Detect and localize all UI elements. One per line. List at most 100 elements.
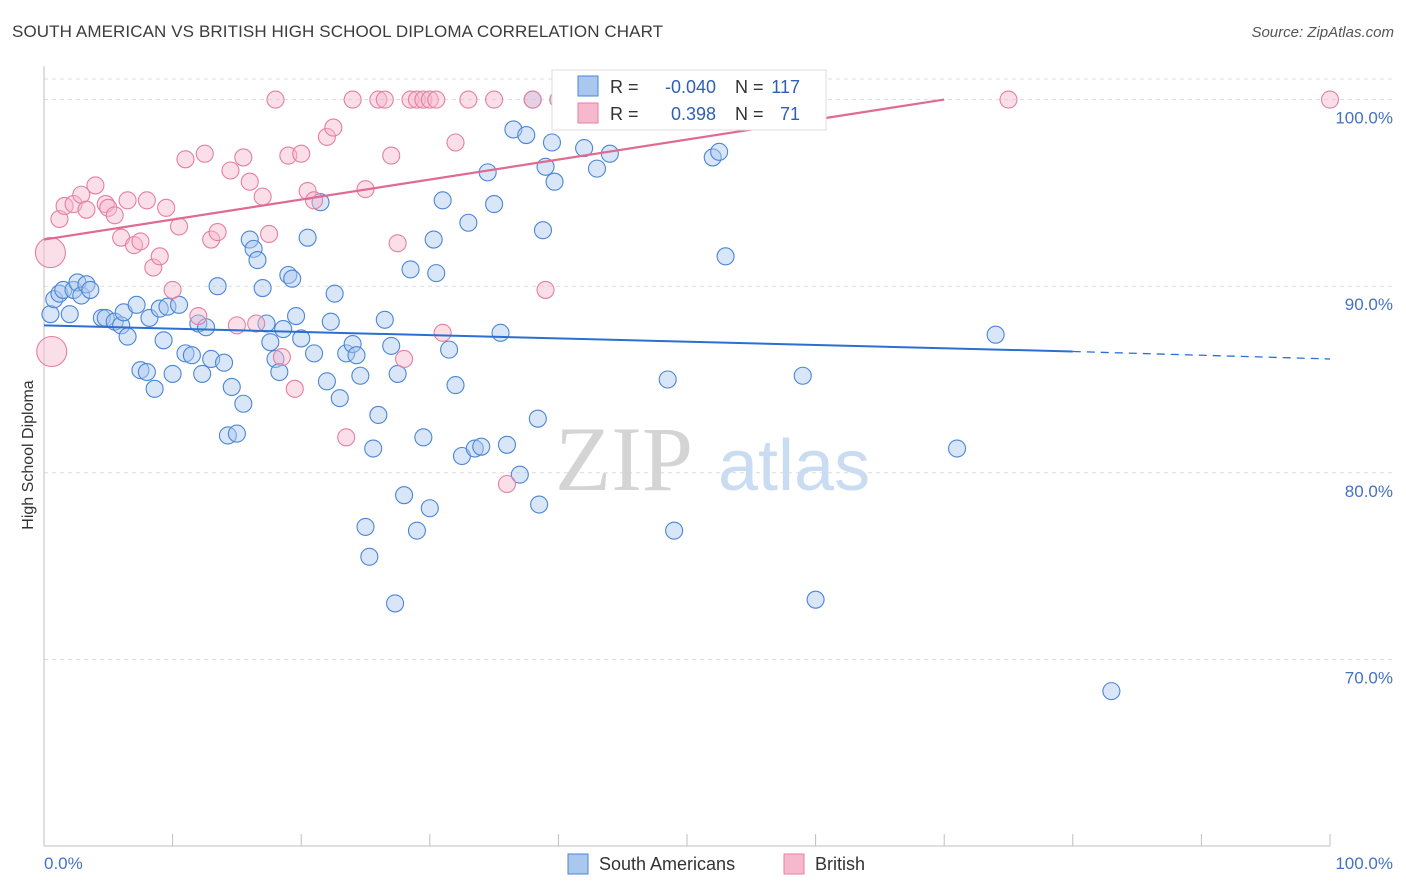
british-point: [240, 172, 259, 191]
british-point: [523, 90, 542, 109]
south-american-point: [218, 426, 237, 445]
south-american-point: [287, 306, 306, 326]
south-american-point: [424, 230, 443, 249]
south-american-point: [545, 172, 564, 191]
south-american-point: [407, 521, 426, 540]
british-point: [536, 280, 555, 299]
south-american-point: [163, 364, 182, 383]
south-american-point: [388, 364, 407, 383]
legend-r-label: R =: [610, 77, 639, 97]
british-point: [427, 90, 446, 109]
x-tick-label-max: 100.0%: [1335, 854, 1393, 873]
british-point: [369, 90, 388, 109]
british-point: [382, 146, 401, 165]
british-point: [259, 224, 279, 243]
british-point: [131, 232, 150, 251]
british-point: [99, 198, 118, 217]
south-american-point: [446, 376, 465, 395]
south-american-point: [292, 329, 311, 348]
south-american-point: [375, 310, 394, 329]
south-american-point: [658, 370, 677, 389]
legend-r-value: -0.040: [665, 77, 716, 97]
south-american-point: [806, 590, 825, 609]
south-american-point: [427, 264, 446, 283]
south-american-point: [533, 221, 553, 240]
south-american-point: [364, 439, 383, 458]
south-american-point: [72, 286, 91, 305]
south-american-point: [485, 195, 504, 214]
south-american-point: [343, 334, 362, 354]
british-point: [195, 144, 214, 163]
south-american-point: [54, 280, 73, 299]
south-american-point: [530, 495, 549, 514]
legend-r-label: R =: [610, 104, 639, 124]
british-point: [208, 223, 227, 242]
south-american-point: [369, 405, 388, 424]
south-american-point: [325, 284, 344, 303]
south-american-point: [154, 331, 173, 350]
british-point: [446, 133, 465, 152]
south-american-point: [360, 547, 379, 566]
south-american-point: [510, 465, 529, 484]
south-american-point: [248, 251, 267, 270]
british-point: [176, 150, 195, 169]
grid-lines: [44, 78, 1393, 660]
british-point: [253, 187, 272, 206]
bottom-legend-british: British: [815, 854, 865, 874]
south-american-point: [182, 346, 201, 365]
south-american-point: [274, 320, 293, 339]
south-american-point: [270, 362, 289, 382]
british-point: [144, 258, 163, 277]
y-tick-label: 90.0%: [1345, 295, 1393, 314]
y-tick-label: 100.0%: [1335, 109, 1393, 128]
british-point: [150, 247, 169, 266]
south-american-point: [208, 277, 227, 296]
south-american-point: [414, 428, 433, 447]
british-point: [36, 335, 68, 368]
british-point: [34, 237, 66, 269]
south-american-point: [347, 346, 366, 365]
south-americans-trend-line: [43, 324, 1073, 353]
y-tick-labels: 70.0% 80.0% 90.0% 100.0%: [1335, 109, 1393, 688]
south-american-point: [158, 297, 177, 316]
south-american-point: [137, 362, 156, 382]
british-point: [401, 90, 420, 109]
south-american-point: [459, 213, 478, 232]
south-american-point: [351, 366, 370, 385]
british-point: [157, 198, 176, 217]
south-american-point: [41, 305, 60, 324]
british-point: [420, 90, 439, 109]
british-point: [388, 234, 407, 253]
british-point: [105, 206, 124, 225]
y-tick-label: 80.0%: [1345, 482, 1393, 501]
south-american-point: [401, 260, 420, 279]
south-american-point: [497, 435, 517, 454]
british-point: [375, 90, 394, 109]
british-points: [34, 90, 1340, 494]
south-american-point: [214, 353, 234, 372]
british-point: [497, 474, 517, 494]
south-american-point: [127, 295, 146, 314]
british-point: [414, 90, 433, 109]
british-point: [395, 349, 414, 369]
south-american-point: [145, 379, 164, 398]
south-american-point: [356, 517, 375, 536]
south-american-point: [222, 377, 241, 397]
south-american-point: [542, 133, 562, 152]
south-american-point: [253, 279, 272, 298]
south-americans-trend-extension: [1072, 350, 1331, 360]
british-point: [433, 323, 452, 342]
british-point: [86, 176, 105, 195]
series-legend: South Americans British: [567, 853, 865, 875]
legend-n-value: 71: [780, 104, 800, 124]
british-point: [266, 90, 285, 109]
legend-swatch-pink: [577, 102, 599, 124]
british-point: [118, 191, 137, 210]
british-point: [77, 200, 96, 219]
south-american-point: [227, 424, 246, 443]
y-axis-title: High School Diploma: [20, 380, 37, 530]
south-american-point: [716, 247, 735, 266]
legend-n-value: 117: [771, 77, 800, 97]
south-american-point: [244, 239, 263, 258]
